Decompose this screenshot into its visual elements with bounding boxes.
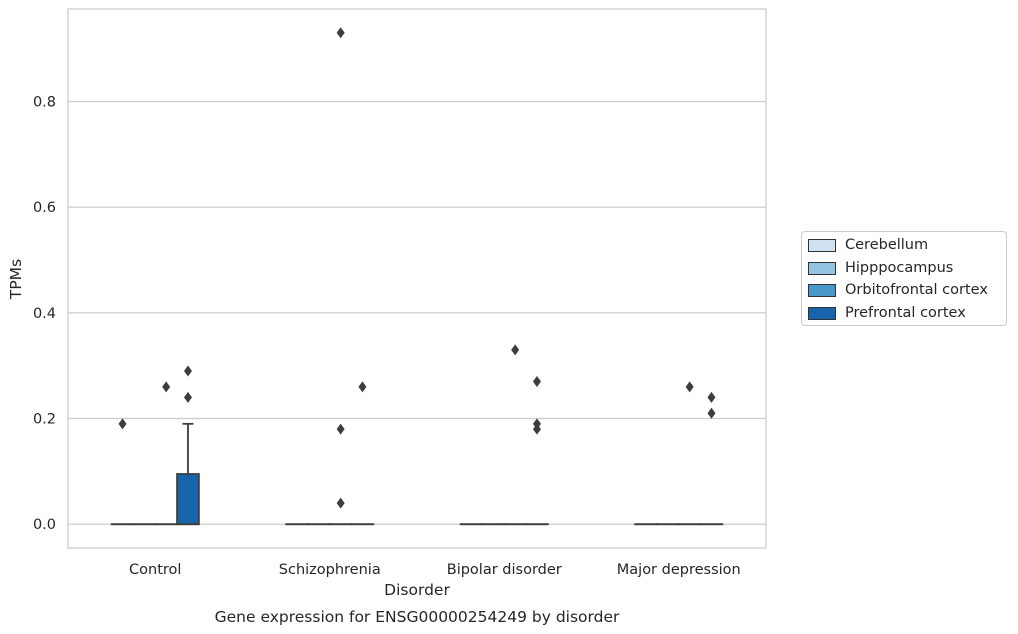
outlier-prefrontal-cortex-major-depression [707, 391, 716, 403]
outlier-prefrontal-cortex-control [183, 365, 192, 377]
box-body-prefrontal-cortex-control [176, 473, 200, 526]
outlier-orbitofrontal-cortex-major-depression [685, 381, 694, 393]
x-tick-label-schizophrenia: Schizophrenia [279, 562, 381, 578]
legend-item-orbitofrontal-cortex: Orbitofrontal cortex [808, 280, 988, 300]
legend-item-cerebellum: Cerebellum [808, 235, 928, 255]
outlier-cerebellum-control [118, 418, 127, 430]
legend-label-cerebellum: Cerebellum [845, 237, 929, 253]
outlier-orbitofrontal-cortex-schizophrenia [336, 497, 345, 509]
outlier-layer [118, 27, 716, 509]
y-tick-label: 0.0 [33, 517, 56, 533]
y-tick-label: 0.4 [33, 306, 56, 322]
legend-label-hipppocampus: Hipppocampus [845, 260, 954, 276]
grid-layer [68, 100, 766, 525]
outlier-prefrontal-cortex-control [183, 391, 192, 403]
outlier-prefrontal-cortex-major-depression [707, 407, 716, 419]
legend-swatch-prefrontal-cortex [808, 306, 836, 320]
legend-swatch-hipppocampus [808, 261, 836, 275]
legend: Cerebellum Hipppocampus Orbitofrontal co… [801, 231, 1007, 326]
outlier-orbitofrontal-cortex-schizophrenia [336, 27, 345, 39]
plot-frame [67, 8, 767, 549]
y-tick-label: 0.8 [33, 94, 56, 110]
outlier-prefrontal-cortex-bipolar-disorder [532, 376, 541, 388]
x-tick-label-control: Control [129, 562, 181, 578]
y-axis-label: TPMs [7, 259, 25, 300]
outlier-orbitofrontal-cortex-control [162, 381, 171, 393]
outlier-prefrontal-cortex-bipolar-disorder [532, 423, 541, 435]
legend-swatch-cerebellum [808, 238, 836, 252]
x-tick-label-bipolar-disorder: Bipolar disorder [447, 562, 562, 578]
legend-label-orbitofrontal-cortex: Orbitofrontal cortex [845, 282, 988, 298]
outlier-prefrontal-cortex-schizophrenia [358, 381, 367, 393]
outlier-orbitofrontal-cortex-bipolar-disorder [511, 344, 520, 356]
box-prefrontal-cortex-control [176, 422, 200, 526]
x-tick-label-major-depression: Major depression [617, 562, 741, 578]
y-tick-label: 0.2 [33, 412, 56, 428]
legend-item-prefrontal-cortex: Prefrontal cortex [808, 303, 966, 323]
y-tick-labels: 0.0 0.2 0.4 0.6 0.8 [33, 94, 56, 533]
y-tick-label: 0.6 [33, 200, 56, 216]
box-layer [110, 422, 724, 526]
legend-label-prefrontal-cortex: Prefrontal cortex [845, 305, 966, 321]
x-axis-label: Disorder [384, 581, 450, 599]
x-tick-labels: Control Schizophrenia Bipolar disorder Majo… [129, 562, 741, 578]
legend-item-hipppocampus: Hipppocampus [808, 258, 953, 278]
outlier-orbitofrontal-cortex-schizophrenia [336, 423, 345, 435]
chart-title: Gene expression for ENSG00000254249 by d… [215, 608, 620, 626]
legend-swatch-orbitofrontal-cortex [808, 283, 836, 297]
